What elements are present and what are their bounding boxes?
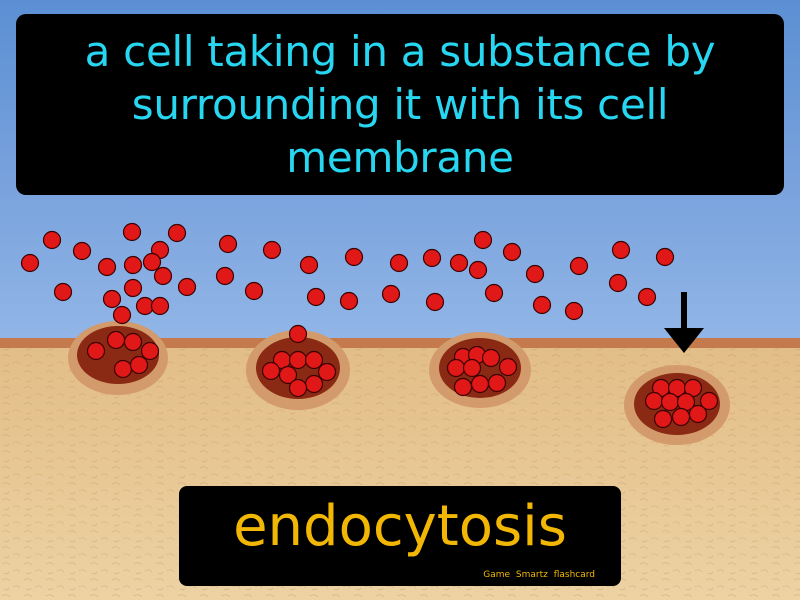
- particle: [644, 391, 664, 411]
- brand-label: Game Smartz flashcard: [483, 570, 595, 580]
- particle: [608, 273, 628, 293]
- particle: [470, 374, 490, 394]
- term-box: endocytosis Game Smartz flashcard: [179, 486, 621, 586]
- particle: [278, 365, 298, 385]
- particle: [637, 287, 657, 307]
- definition-box: a cell taking in a substance by surround…: [16, 14, 784, 195]
- particle: [306, 287, 326, 307]
- particle: [106, 330, 126, 350]
- particle: [215, 266, 235, 286]
- particle: [453, 377, 473, 397]
- down-arrow-icon: [664, 292, 704, 353]
- particle: [86, 341, 106, 361]
- particles: [20, 222, 719, 429]
- particle: [123, 278, 143, 298]
- particle: [473, 230, 493, 250]
- particle: [122, 222, 142, 242]
- particle: [688, 404, 708, 424]
- particle: [72, 241, 92, 261]
- particle: [389, 253, 409, 273]
- particle: [339, 291, 359, 311]
- particle: [344, 247, 364, 267]
- particle: [262, 240, 282, 260]
- particle: [288, 378, 308, 398]
- particle: [140, 341, 160, 361]
- particle: [299, 255, 319, 275]
- cell-membrane: [0, 338, 800, 348]
- particle: [422, 248, 442, 268]
- particle: [569, 256, 589, 276]
- particle: [123, 255, 143, 275]
- particle: [449, 253, 469, 273]
- particle: [611, 240, 631, 260]
- particle: [113, 359, 133, 379]
- particle: [653, 409, 673, 429]
- particle: [177, 277, 197, 297]
- term-title: endocytosis: [233, 494, 567, 559]
- particle: [244, 281, 264, 301]
- particle: [288, 324, 308, 344]
- particle: [102, 289, 122, 309]
- definition-text: a cell taking in a substance by surround…: [84, 27, 716, 182]
- particle: [142, 252, 162, 272]
- particle: [525, 264, 545, 284]
- particle: [150, 296, 170, 316]
- particle: [671, 407, 691, 427]
- particle: [462, 358, 482, 378]
- particle: [481, 348, 501, 368]
- particle: [425, 292, 445, 312]
- particle: [129, 355, 149, 375]
- particle: [97, 257, 117, 277]
- particle: [564, 301, 584, 321]
- particle: [532, 295, 552, 315]
- particle: [446, 358, 466, 378]
- particle: [660, 392, 680, 412]
- particle: [112, 305, 132, 325]
- particle: [468, 260, 488, 280]
- particle: [218, 234, 238, 254]
- particle: [498, 357, 518, 377]
- particle: [484, 283, 504, 303]
- particle: [123, 332, 143, 352]
- particle: [53, 282, 73, 302]
- particle: [655, 247, 675, 267]
- particle: [261, 361, 281, 381]
- particle: [304, 374, 324, 394]
- particle: [317, 362, 337, 382]
- particle: [288, 350, 308, 370]
- particle: [304, 350, 324, 370]
- particle: [487, 373, 507, 393]
- particle: [167, 223, 187, 243]
- particle: [502, 242, 522, 262]
- particle: [42, 230, 62, 250]
- particle: [699, 391, 719, 411]
- particle: [381, 284, 401, 304]
- particle: [153, 266, 173, 286]
- particle: [20, 253, 40, 273]
